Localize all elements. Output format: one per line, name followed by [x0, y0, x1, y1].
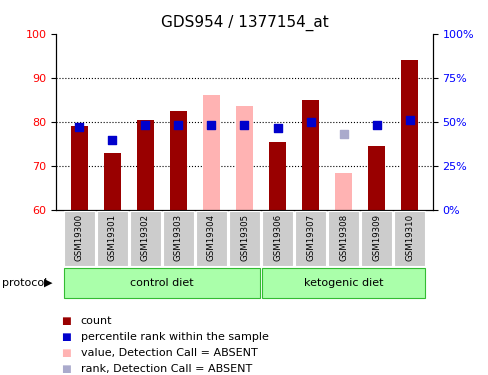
- Text: GSM19310: GSM19310: [405, 214, 413, 261]
- Text: GSM19309: GSM19309: [371, 214, 380, 261]
- Text: GSM19302: GSM19302: [141, 214, 150, 261]
- Bar: [269, 142, 285, 210]
- Text: ■: ■: [61, 348, 71, 358]
- Bar: [360, 211, 392, 266]
- Point: [75, 124, 83, 130]
- Bar: [195, 211, 227, 266]
- Bar: [96, 211, 128, 266]
- Bar: [137, 120, 153, 210]
- Bar: [63, 268, 260, 298]
- Text: control diet: control diet: [130, 278, 193, 288]
- Bar: [162, 211, 194, 266]
- Point: [174, 122, 182, 128]
- Bar: [63, 211, 95, 266]
- Bar: [228, 211, 260, 266]
- Title: GDS954 / 1377154_at: GDS954 / 1377154_at: [160, 15, 328, 31]
- Bar: [367, 146, 384, 210]
- Bar: [236, 106, 252, 210]
- Text: GSM19303: GSM19303: [174, 214, 183, 261]
- Text: GSM19305: GSM19305: [240, 214, 248, 261]
- Bar: [327, 211, 359, 266]
- Text: ▶: ▶: [43, 278, 52, 288]
- Point: [405, 117, 413, 123]
- Bar: [71, 126, 87, 210]
- Text: ketogenic diet: ketogenic diet: [303, 278, 383, 288]
- Point: [339, 131, 347, 137]
- Point: [207, 122, 215, 128]
- Text: value, Detection Call = ABSENT: value, Detection Call = ABSENT: [81, 348, 257, 358]
- Bar: [129, 211, 161, 266]
- Bar: [104, 153, 121, 210]
- Bar: [302, 100, 318, 210]
- Text: GSM19307: GSM19307: [305, 214, 314, 261]
- Bar: [170, 111, 186, 210]
- Point: [372, 122, 380, 128]
- Bar: [294, 211, 326, 266]
- Text: percentile rank within the sample: percentile rank within the sample: [81, 332, 268, 342]
- Text: count: count: [81, 316, 112, 326]
- Text: GSM19308: GSM19308: [338, 214, 347, 261]
- Text: GSM19300: GSM19300: [75, 214, 83, 261]
- Text: protocol: protocol: [2, 278, 48, 288]
- Bar: [401, 60, 417, 210]
- Point: [273, 125, 281, 131]
- Text: ■: ■: [61, 332, 71, 342]
- Bar: [203, 96, 219, 210]
- Point: [108, 136, 116, 142]
- Text: GSM19306: GSM19306: [272, 214, 282, 261]
- Point: [306, 119, 314, 125]
- Bar: [261, 211, 293, 266]
- Bar: [335, 172, 351, 210]
- Text: GSM19304: GSM19304: [206, 214, 216, 261]
- Text: GSM19301: GSM19301: [108, 214, 117, 261]
- Bar: [261, 268, 425, 298]
- Text: rank, Detection Call = ABSENT: rank, Detection Call = ABSENT: [81, 364, 251, 374]
- Text: ■: ■: [61, 316, 71, 326]
- Point: [141, 122, 149, 128]
- Point: [240, 122, 248, 128]
- Bar: [393, 211, 425, 266]
- Text: ■: ■: [61, 364, 71, 374]
